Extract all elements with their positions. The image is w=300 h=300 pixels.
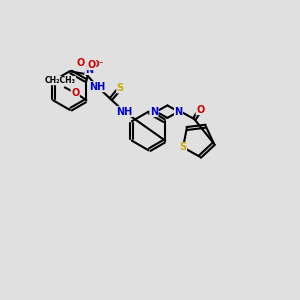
Text: NH: NH (116, 107, 132, 117)
Text: CH₂CH₃: CH₂CH₃ (45, 76, 76, 85)
Text: O: O (71, 88, 79, 98)
Text: N: N (175, 107, 183, 117)
Text: S: S (179, 142, 187, 152)
Text: S: S (117, 83, 124, 93)
Text: N: N (150, 107, 158, 117)
Text: O: O (76, 58, 85, 68)
Text: O: O (87, 60, 96, 70)
Text: O: O (196, 105, 204, 115)
Text: O⁻: O⁻ (92, 60, 104, 69)
Text: NH: NH (89, 82, 106, 92)
Text: N: N (85, 64, 93, 75)
